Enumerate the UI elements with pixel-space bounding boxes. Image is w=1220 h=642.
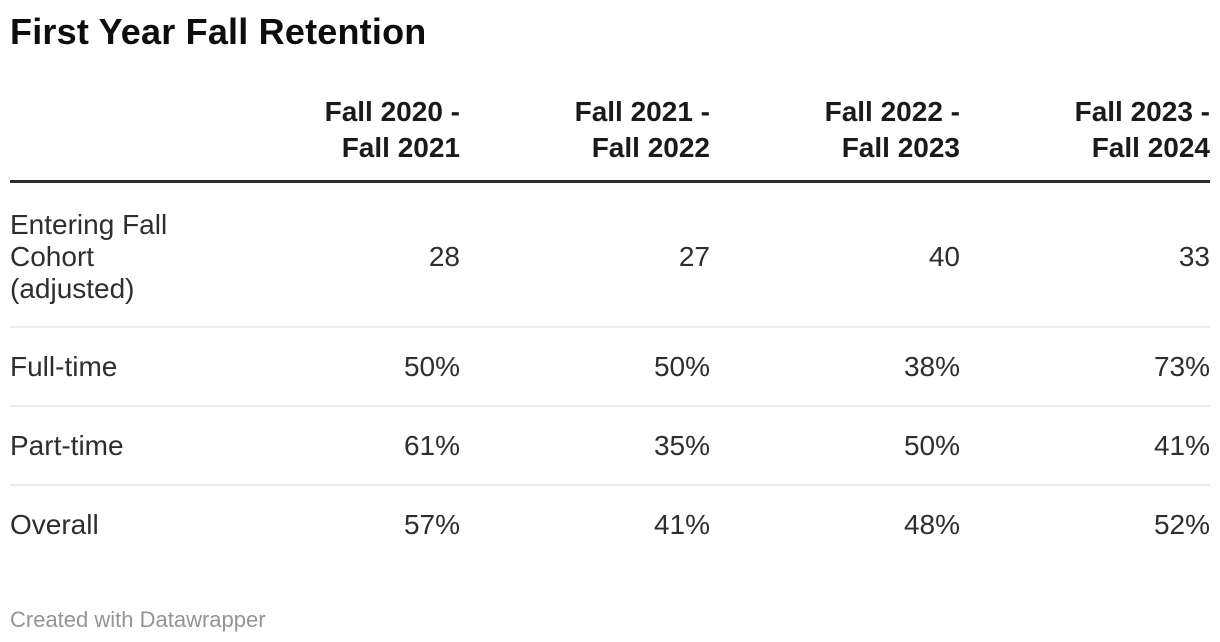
cell-value: 50% [460,327,710,407]
row-label: Entering Fall Cohort (adjusted) [10,181,210,328]
retention-table: Fall 2020 - Fall 2021 Fall 2021 - Fall 2… [10,54,1210,563]
cell-value: 41% [960,406,1210,486]
cell-value: 35% [460,406,710,486]
cell-value: 27 [460,181,710,328]
cell-value: 61% [210,406,460,486]
chart-title: First Year Fall Retention [10,11,427,52]
cell-value: 40 [710,181,960,328]
cell-value: 50% [210,327,460,407]
table-body: Entering Fall Cohort (adjusted) 28 27 40… [10,181,1210,564]
cell-value: 33 [960,181,1210,328]
column-header-fall-2020-2021: Fall 2020 - Fall 2021 [210,54,460,183]
cell-value: 73% [960,327,1210,407]
table-row-overall: Overall 57% 41% 48% 52% [10,485,1210,563]
cell-value: 57% [403,509,460,540]
column-header-fall-2023-2024: Fall 2023 - Fall 2024 [960,54,1210,183]
row-label: Full-time [10,327,210,407]
cell-value: 38% [710,327,960,407]
chart-container: First Year Fall Retention Fall 2020 - Fa… [0,10,1220,633]
cell-value: 41% [653,509,710,540]
cell-value: 28 [210,181,460,328]
header-row: Fall 2020 - Fall 2021 Fall 2021 - Fall 2… [10,54,1210,183]
table-row-entering-fall-cohort: Entering Fall Cohort (adjusted) 28 27 40… [10,181,1210,328]
cell-value: 50% [710,406,960,486]
cell-value: 52% [1153,509,1210,540]
column-header-fall-2021-2022: Fall 2021 - Fall 2022 [460,54,710,183]
attribution-text: Created with Datawrapper [10,607,266,632]
header-corner-cell [10,54,210,183]
table-row-part-time: Part-time 61% 35% 50% 41% [10,406,1210,486]
table-header: Fall 2020 - Fall 2021 Fall 2021 - Fall 2… [10,54,1210,183]
column-header-fall-2022-2023: Fall 2022 - Fall 2023 [710,54,960,183]
row-label: Overall [10,509,99,540]
row-label: Part-time [10,406,210,486]
table-row-full-time: Full-time 50% 50% 38% 73% [10,327,1210,407]
cell-value: 48% [903,509,960,540]
